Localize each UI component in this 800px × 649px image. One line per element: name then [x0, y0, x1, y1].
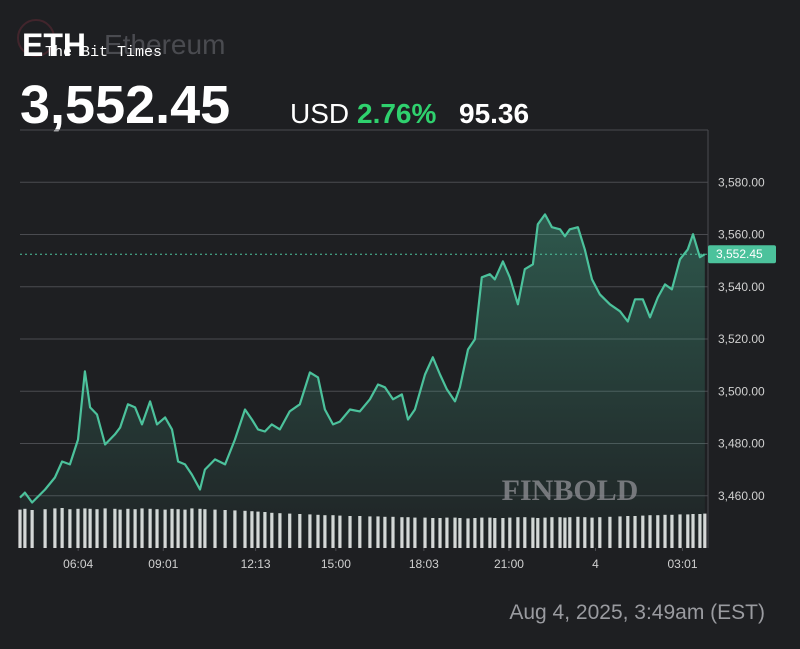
x-tick-label: 18:03: [409, 557, 439, 571]
x-tick-label: 21:00: [494, 557, 524, 571]
y-tick-label: 3,580.00: [718, 175, 765, 189]
y-tick-label: 3,540.00: [718, 280, 765, 294]
volume-bar: [703, 513, 707, 548]
brand-watermark: FINBOLD: [502, 474, 639, 507]
price-area: [20, 214, 705, 548]
change: 95.36: [459, 98, 529, 129]
y-tick-label: 3,480.00: [718, 437, 765, 451]
change-percent: 2.76%: [357, 98, 436, 129]
currency: USD: [290, 98, 349, 129]
x-tick-label: 09:01: [148, 557, 178, 571]
watermark: The Bit Times: [45, 44, 162, 61]
price-line: [19, 213, 706, 504]
y-tick-label: 3,520.00: [718, 332, 765, 346]
ticker: ETH: [22, 27, 86, 63]
asset-name: Ethereum: [104, 29, 225, 60]
last-price-label: 3,552.45: [716, 247, 763, 261]
logo-mark: [17, 19, 55, 57]
x-tick-label: 12:13: [241, 557, 271, 571]
x-tick-label: 15:00: [321, 557, 351, 571]
x-tick-label: 03:01: [668, 557, 698, 571]
y-tick-label: 3,560.00: [718, 228, 765, 242]
y-tick-label: 3,460.00: [718, 489, 765, 503]
timestamp: Aug 4, 2025, 3:49am (EST): [509, 601, 765, 624]
price: 3,552.45: [20, 75, 230, 135]
x-tick-label: 4: [592, 557, 599, 571]
last-price-tag: [708, 245, 776, 264]
y-tick-label: 3,500.00: [718, 384, 765, 398]
x-tick-label: 06:04: [63, 557, 93, 571]
